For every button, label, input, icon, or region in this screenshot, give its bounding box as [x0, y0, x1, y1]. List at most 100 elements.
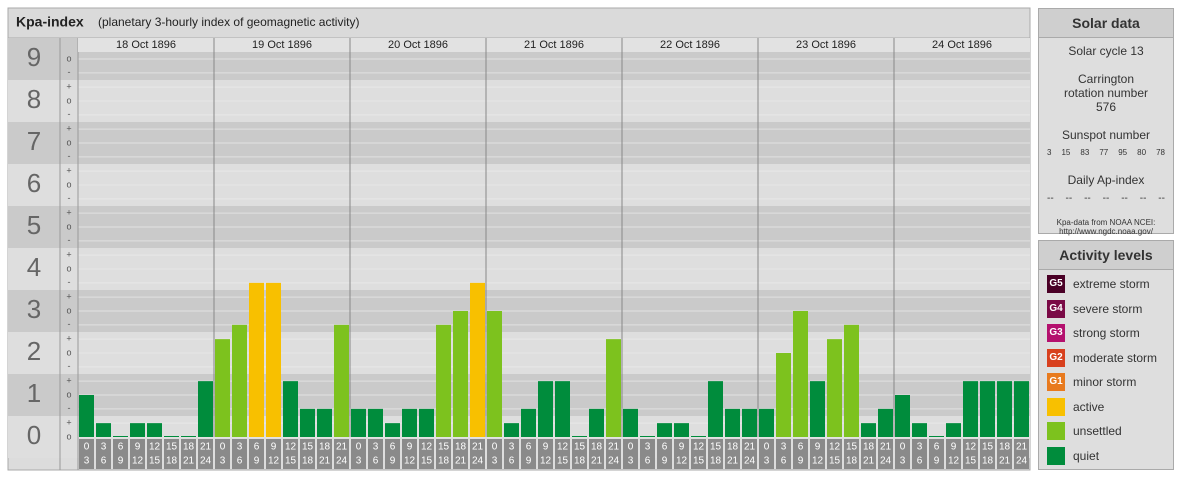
hour-start: 18 [455, 442, 467, 453]
hour-cell [538, 439, 553, 469]
bar [861, 423, 876, 437]
bar [334, 324, 349, 437]
sunspot-list: 3 15 83 77 95 80 78 [1039, 148, 1173, 157]
bar [79, 395, 94, 437]
hour-cell [691, 439, 706, 469]
minor-tick-label: o [66, 221, 71, 231]
hour-start: 3 [645, 442, 651, 453]
hour-cell [963, 439, 978, 469]
hour-start: 3 [509, 442, 515, 453]
hour-cell [487, 439, 502, 469]
bar [844, 324, 859, 437]
hour-cell [793, 439, 808, 469]
hour-cell [215, 439, 230, 469]
minor-tick-label: + [66, 124, 71, 134]
hour-end: 3 [764, 456, 770, 467]
hour-end: 3 [900, 456, 906, 467]
hour-cell [96, 439, 111, 469]
hour-cell [776, 439, 791, 469]
hour-cell [606, 439, 621, 469]
hour-end: 18 [302, 456, 314, 467]
hour-end: 24 [336, 456, 348, 467]
hour-end: 6 [781, 456, 787, 467]
bar [198, 381, 213, 437]
hour-cell [878, 439, 893, 469]
hour-start: 18 [591, 442, 603, 453]
hour-start: 3 [781, 442, 787, 453]
chart: Kpa-index (planetary 3-hourly index of g… [7, 7, 1031, 471]
hour-end: 12 [132, 456, 144, 467]
sunspot-value: 83 [1080, 148, 1090, 157]
y-tick-label: 0 [27, 420, 41, 450]
bar [266, 282, 281, 437]
hour-start: 6 [526, 442, 532, 453]
bar [436, 324, 451, 437]
hour-cell [980, 439, 995, 469]
hour-cell [572, 439, 587, 469]
hour-end: 3 [356, 456, 362, 467]
hour-start: 6 [798, 442, 804, 453]
day-label: 22 Oct 1896 [660, 39, 720, 51]
bar [946, 423, 961, 437]
hour-start: 3 [373, 442, 379, 453]
minor-tick-label: + [66, 82, 71, 92]
level-swatch: G1 [1047, 373, 1065, 392]
minor-tick-label: + [66, 250, 71, 260]
hour-cell [419, 439, 434, 469]
minor-tick-label: o [66, 53, 71, 63]
bar [980, 381, 995, 437]
hour-cell [589, 439, 604, 469]
day-label: 20 Oct 1896 [388, 39, 448, 51]
bar [623, 408, 638, 437]
bar [300, 408, 315, 437]
solar-title: Solar data [1039, 9, 1173, 38]
bar [181, 436, 196, 437]
hour-cell [198, 439, 213, 469]
chart-title: Kpa-index [16, 14, 84, 30]
y-tick-label: 4 [27, 252, 41, 282]
hour-cell [708, 439, 723, 469]
bar [929, 436, 944, 437]
hour-start: 15 [438, 442, 450, 453]
minor-tick-label: + [66, 418, 71, 428]
bar [521, 408, 536, 437]
hour-end: 6 [917, 456, 923, 467]
levels-title: Activity levels [1039, 241, 1173, 270]
bar [164, 436, 179, 437]
hour-start: 0 [764, 442, 770, 453]
level-label: active [1073, 399, 1105, 414]
hour-start: 21 [336, 442, 348, 453]
y-tick-label: 8 [27, 84, 41, 114]
hour-start: 12 [285, 442, 297, 453]
bar [113, 436, 128, 437]
hour-start: 12 [557, 442, 569, 453]
hour-end: 18 [710, 456, 722, 467]
minor-tick-label: - [68, 319, 71, 329]
level-swatch [1047, 446, 1065, 465]
hour-end: 9 [118, 456, 124, 467]
hour-cell [436, 439, 451, 469]
hour-start: 21 [1016, 442, 1028, 453]
hour-start: 18 [999, 442, 1011, 453]
hour-end: 12 [540, 456, 552, 467]
hour-cell [844, 439, 859, 469]
bar [147, 423, 162, 437]
title-bar [7, 7, 1031, 39]
minor-tick-label: o [66, 179, 71, 189]
ap-value: -- [1065, 193, 1073, 204]
hour-cell [861, 439, 876, 469]
level-label: minor storm [1073, 375, 1137, 390]
hour-start: 9 [135, 442, 141, 453]
ap-value: -- [1139, 193, 1147, 204]
hour-start: 3 [237, 442, 243, 453]
hour-cell [334, 439, 349, 469]
bar [555, 381, 570, 437]
hour-cell [385, 439, 400, 469]
bar [589, 408, 604, 437]
hour-start: 9 [951, 442, 957, 453]
hour-start: 15 [166, 442, 178, 453]
bar [538, 381, 553, 437]
bar [674, 423, 689, 437]
hour-cell [555, 439, 570, 469]
hour-end: 18 [438, 456, 450, 467]
